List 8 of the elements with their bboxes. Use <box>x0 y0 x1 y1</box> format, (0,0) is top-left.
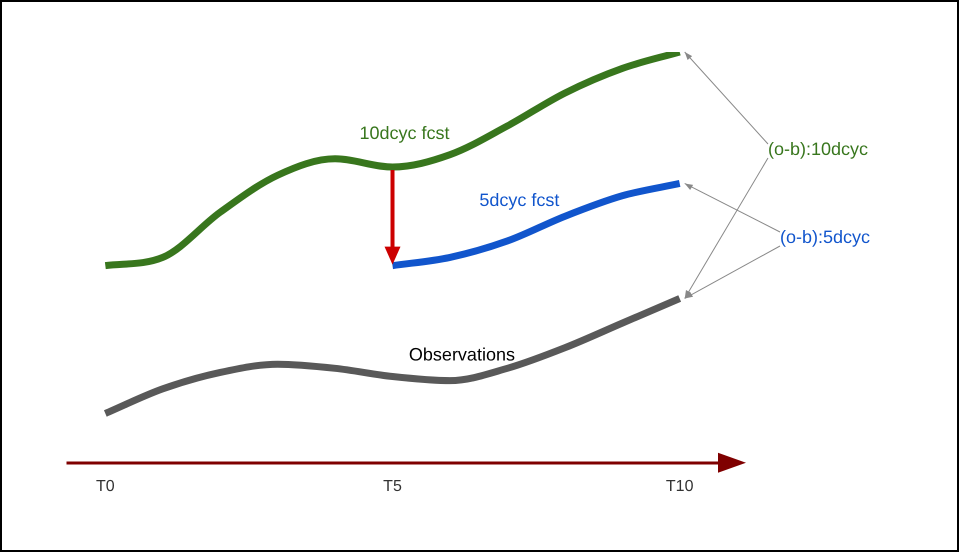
x-tick-label: T10 <box>666 478 694 495</box>
series-label: Observations <box>408 344 515 365</box>
series-label: 10dcyc fcst <box>359 122 450 143</box>
text: (o-b):5dcyc <box>780 226 870 247</box>
series-label: 5dcyc fcst <box>479 190 560 210</box>
x-tick-label: T5 <box>383 478 402 495</box>
x-tick-label: T0 <box>96 478 115 495</box>
text: (o-b):10dcyc <box>768 138 868 159</box>
